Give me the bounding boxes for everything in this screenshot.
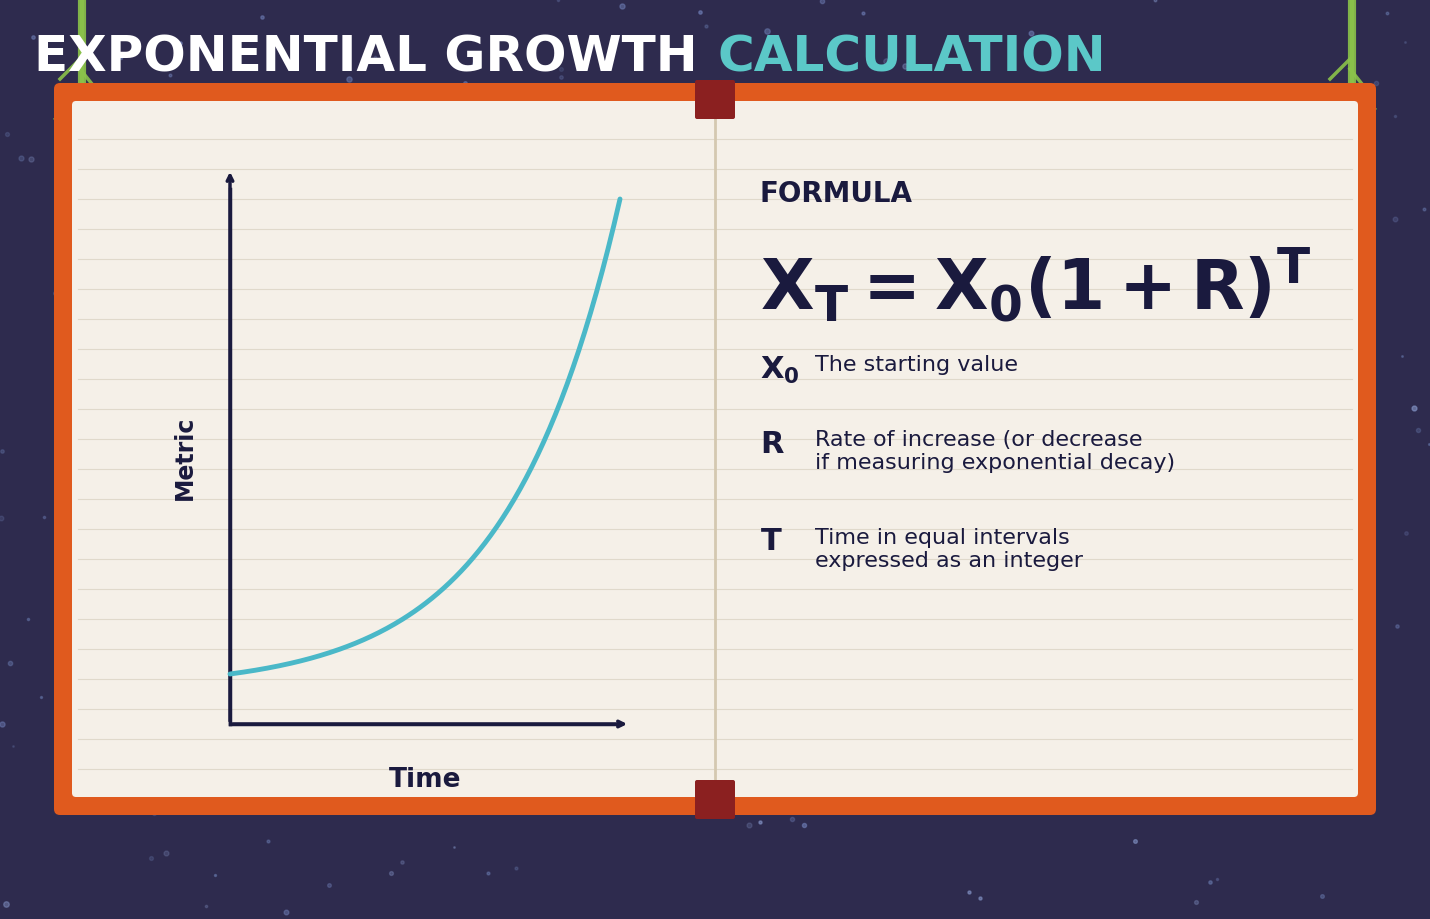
Text: Time: Time xyxy=(389,766,462,792)
FancyBboxPatch shape xyxy=(54,84,1376,815)
FancyBboxPatch shape xyxy=(695,780,735,819)
Text: Rate of increase (or decrease
if measuring exponential decay): Rate of increase (or decrease if measuri… xyxy=(815,429,1175,472)
Text: $\mathbf{R}$: $\mathbf{R}$ xyxy=(759,429,785,459)
FancyBboxPatch shape xyxy=(695,81,735,119)
Text: Time in equal intervals
expressed as an integer: Time in equal intervals expressed as an … xyxy=(815,527,1083,570)
Text: $\mathbf{X_0}$: $\mathbf{X_0}$ xyxy=(759,355,799,386)
Text: CALCULATION: CALCULATION xyxy=(718,34,1107,82)
Text: The starting value: The starting value xyxy=(815,355,1018,375)
Text: $\mathbf{X_T = X_0(1+R)^T}$: $\mathbf{X_T = X_0(1+R)^T}$ xyxy=(759,244,1311,323)
FancyBboxPatch shape xyxy=(72,102,1358,797)
Text: Metric: Metric xyxy=(173,414,197,499)
Text: FORMULA: FORMULA xyxy=(759,180,912,208)
Text: $\mathbf{T}$: $\mathbf{T}$ xyxy=(759,527,782,556)
Text: EXPONENTIAL GROWTH: EXPONENTIAL GROWTH xyxy=(34,34,715,82)
